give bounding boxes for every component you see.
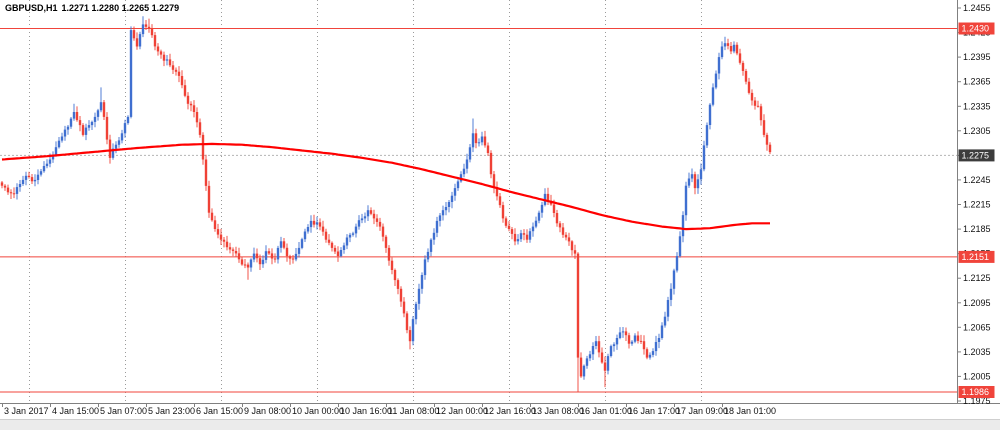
time-axis-label: 12 Jan 16:00 (484, 406, 536, 416)
quote-ohlc-label: 1.2271 1.2280 1.2265 1.2279 (61, 3, 180, 13)
price-axis-label: 1.2185 (963, 224, 991, 234)
svg-text:1.2430: 1.2430 (962, 24, 990, 34)
price-axis-label: 1.2065 (963, 322, 991, 332)
time-axis-label: 6 Jan 15:00 (196, 406, 243, 416)
price-axis-label: 1.2305 (963, 126, 991, 136)
time-axis-label: 10 Jan 16:00 (340, 406, 392, 416)
level-badge-1.1986 (958, 386, 995, 398)
svg-text:1.2151: 1.2151 (962, 252, 990, 262)
time-axis-label: 5 Jan 07:00 (100, 406, 147, 416)
time-axis-label: 4 Jan 15:00 (52, 406, 99, 416)
candlestick-series (0, 16, 772, 392)
time-axis-label: 3 Jan 2017 (4, 406, 49, 416)
time-axis-label: 16 Jan 17:00 (628, 406, 680, 416)
time-axis-label: 9 Jan 08:00 (244, 406, 291, 416)
bid-price-badge: 1.2275 (958, 149, 995, 162)
svg-text:1.2275: 1.2275 (962, 150, 990, 160)
level-badge-1.2151 (958, 250, 995, 263)
price-axis-label: 1.2335 (963, 101, 991, 111)
price-axis-label: 1.2125 (963, 273, 991, 283)
price-axis-label: 1.2365 (963, 77, 991, 87)
moving-average-line (1, 142, 770, 231)
time-axis-label: 11 Jan 08:00 (388, 406, 439, 416)
level-badge-1.2430 (958, 22, 995, 35)
time-axis-label: 17 Jan 09:00 (676, 406, 728, 416)
symbol-timeframe-label: GBPUSD,H1 (5, 3, 58, 13)
horizontal-level-lines[interactable] (0, 28, 958, 393)
price-axis-label: 1.2035 (963, 347, 991, 357)
time-axis-label: 13 Jan 08:00 (532, 406, 584, 416)
time-axis-label: 5 Jan 23:00 (148, 406, 195, 416)
time-axis-label: 12 Jan 00:00 (436, 406, 488, 416)
time-axis-label: 16 Jan 01:00 (580, 406, 632, 416)
price-axis-label: 1.2245 (963, 175, 991, 185)
axes (0, 0, 1000, 404)
price-axis-label: 1.2455 (963, 3, 991, 13)
time-axis-label: 18 Jan 01:00 (724, 406, 776, 416)
svg-text:1.1986: 1.1986 (962, 387, 990, 397)
price-axis-label: 1.2215 (963, 200, 991, 210)
price-level-badges[interactable]: 1.2430 1.2151 1.1986 (958, 22, 995, 399)
price-axis-label: 1.2005 (963, 371, 991, 381)
price-axis-label: 1.2095 (963, 298, 991, 308)
price-axis-label: 1.2395 (963, 52, 991, 62)
time-axis: 3 Jan 2017 4 Jan 15:00 5 Jan 07:00 5 Jan 23… (2, 403, 776, 416)
time-axis-label: 10 Jan 00:00 (292, 406, 344, 416)
price-axis-label: 1.1975 (963, 396, 991, 406)
footer-strip (0, 419, 1000, 430)
chart-title: GBPUSD,H1 1.2271 1.2280 1.2265 1.2279 (5, 3, 183, 13)
